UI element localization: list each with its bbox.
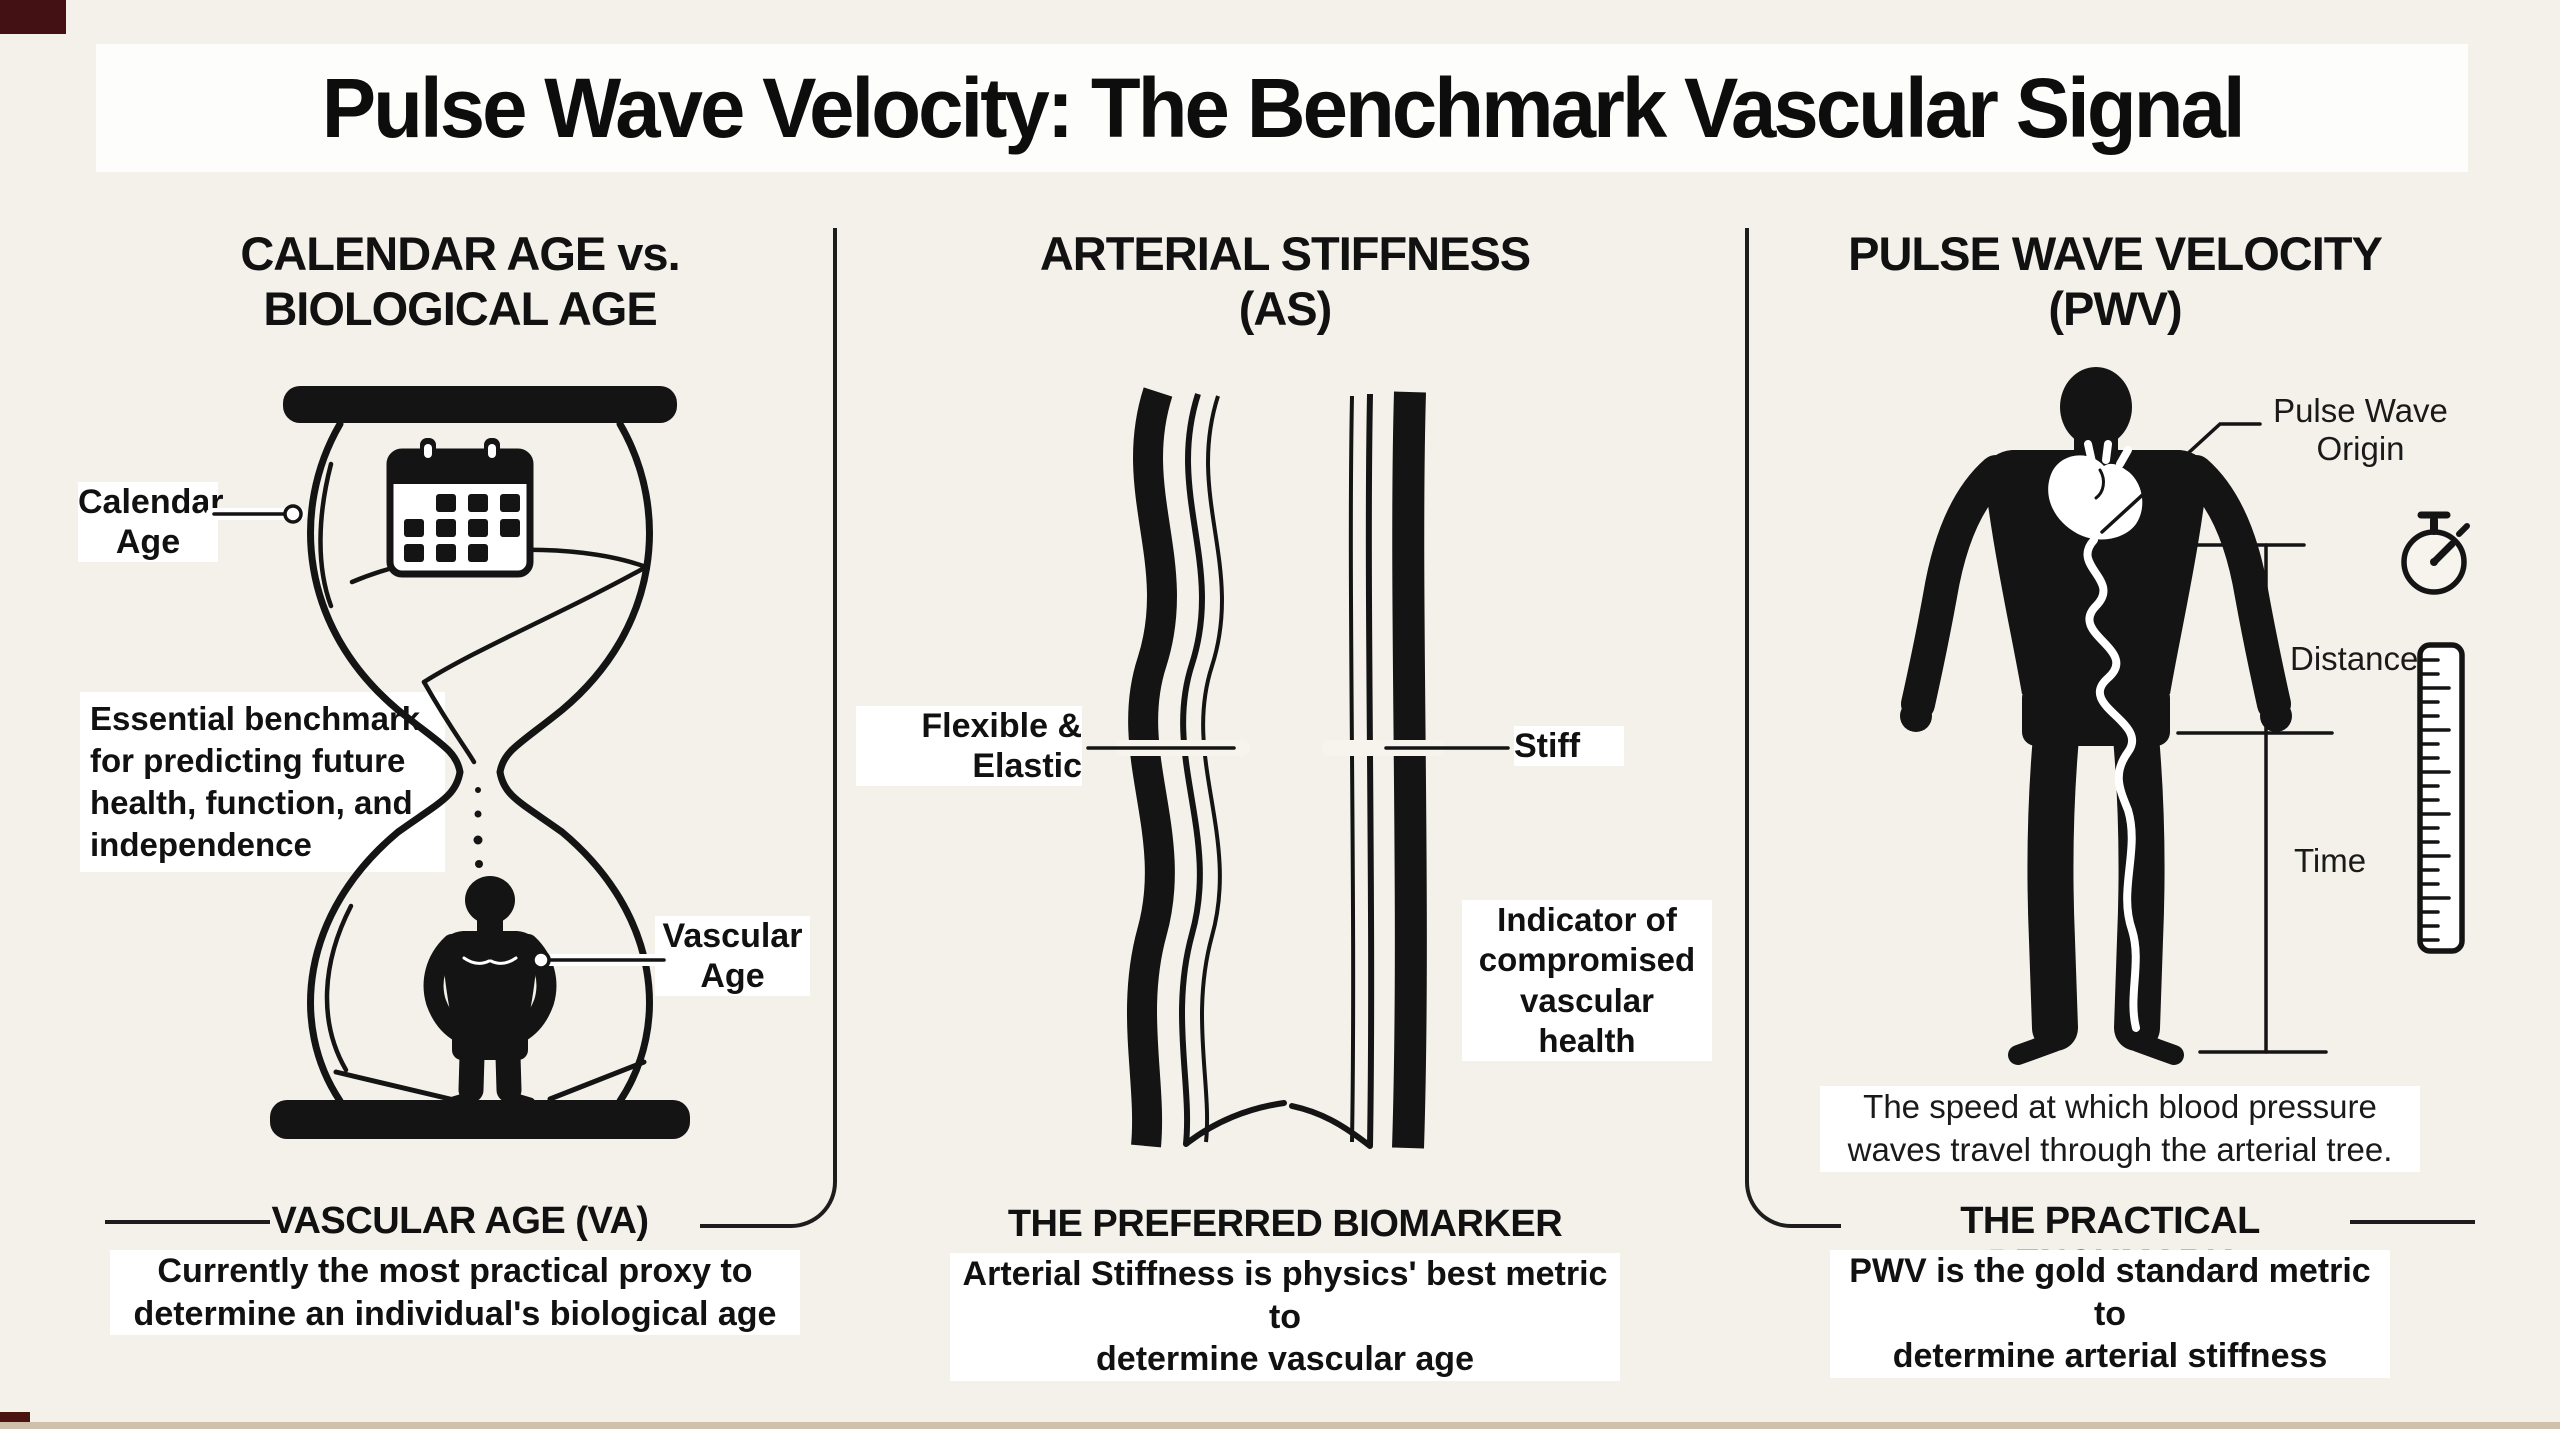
vascular-age-leader bbox=[531, 950, 678, 970]
calendar-age-leader bbox=[206, 504, 306, 524]
panel-divider-left bbox=[700, 228, 837, 1228]
vascular-age-label: Vascular Age bbox=[655, 916, 810, 997]
left-panel-heading: CALENDAR AGE vs. BIOLOGICAL AGE bbox=[240, 227, 680, 336]
middle-panel-heading: ARTERIAL STIFFNESS (AS) bbox=[1039, 227, 1531, 336]
right-footer-text: PWV is the gold standard metric to deter… bbox=[1830, 1250, 2390, 1378]
distance-label: Distance bbox=[2290, 640, 2419, 677]
left-footer-heading: VASCULAR AGE (VA) bbox=[271, 1200, 649, 1242]
stiff-artery-wall bbox=[1289, 391, 1427, 1149]
pwv-description: The speed at which blood pressure waves … bbox=[1820, 1086, 2420, 1172]
panel-divider-right bbox=[1745, 228, 1841, 1228]
right-footer-rule bbox=[2350, 1220, 2475, 1224]
photo-corner-mark bbox=[0, 0, 66, 34]
ruler-icon bbox=[2417, 642, 2465, 954]
calendar-age-label: Calendar Age bbox=[78, 482, 224, 563]
hourglass-icon bbox=[270, 386, 690, 1139]
stiff-label: Stiff bbox=[1514, 726, 1624, 767]
middle-footer-heading: THE PREFERRED BIOMARKER bbox=[1007, 1203, 1563, 1245]
pulse-wave-path bbox=[2083, 536, 2140, 1032]
measurement-bracket bbox=[2110, 543, 2334, 1054]
photo-edge-strip bbox=[0, 1422, 2560, 1429]
falling-sand-dots bbox=[473, 787, 483, 868]
middle-footer-text: Arterial Stiffness is physics' best metr… bbox=[950, 1253, 1620, 1381]
vascular-age-figure bbox=[423, 876, 557, 1109]
page-title: Pulse Wave Velocity: The Benchmark Vascu… bbox=[321, 60, 2245, 155]
flexible-artery-wall bbox=[1127, 387, 1287, 1148]
calendar-icon bbox=[386, 438, 534, 578]
left-footer-rule bbox=[105, 1220, 270, 1224]
pulse-wave-origin-label: Pulse Wave Origin bbox=[2273, 392, 2448, 468]
indicator-text: Indicator of compromised vascular health bbox=[1462, 900, 1712, 1061]
right-panel-heading: PULSE WAVE VELOCITY (PWV) bbox=[1848, 227, 2383, 336]
stopwatch-icon bbox=[2401, 511, 2470, 595]
time-label: Time bbox=[2294, 842, 2367, 879]
pulse-origin-leader bbox=[2100, 422, 2262, 534]
left-footer-text: Currently the most practical proxy to de… bbox=[110, 1250, 800, 1335]
title-band: Pulse Wave Velocity: The Benchmark Vascu… bbox=[96, 44, 2468, 172]
flexible-elastic-label: Flexible & Elastic bbox=[856, 706, 1082, 787]
